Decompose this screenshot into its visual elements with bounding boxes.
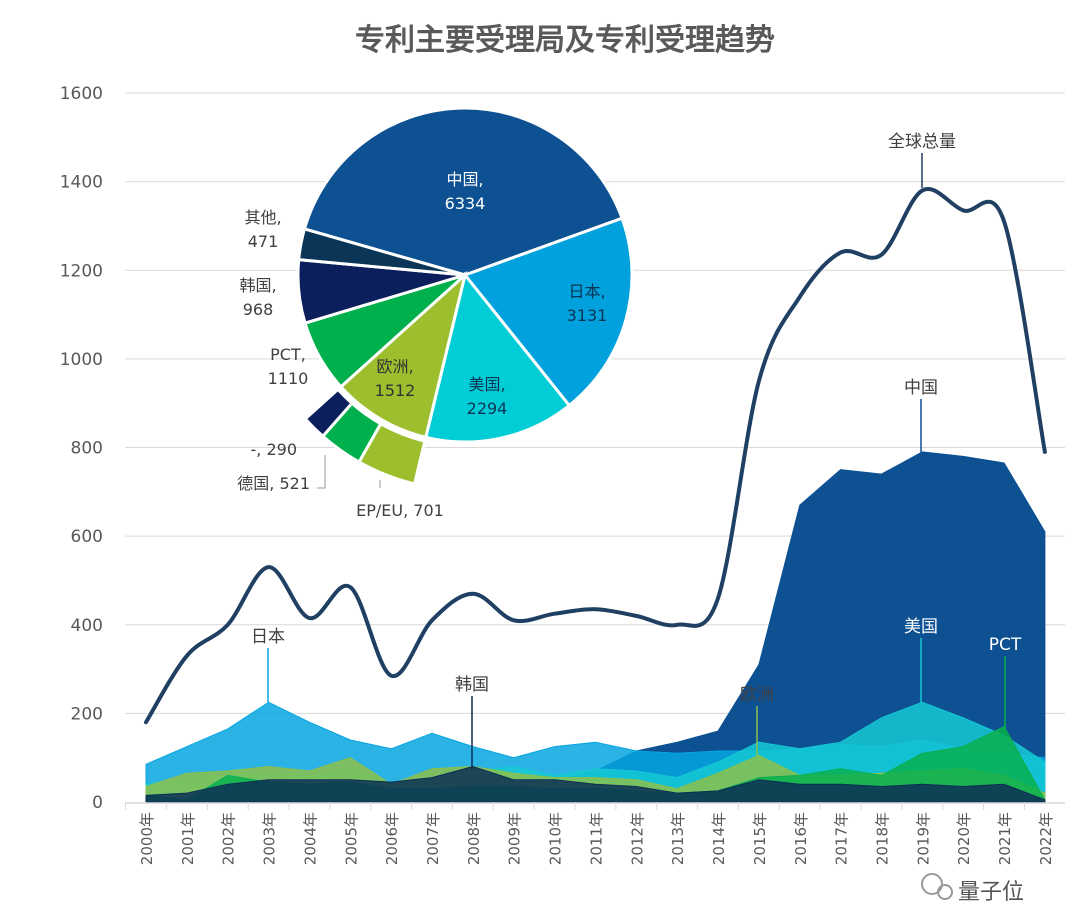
pie-sub-slice-- [303,387,355,439]
series-annotation: PCT [989,635,1022,655]
x-tick-label: 2015年 [751,812,769,865]
line-series-total [144,187,1047,725]
area-series-韩国 [145,765,1046,803]
x-tick-label: 2007年 [424,812,442,865]
watermark-icon [921,873,943,895]
pie-sub-label: -, 290 [251,440,297,459]
x-tick-label: 2002年 [220,812,238,865]
pie-leader [317,455,326,489]
chart-title: 专利主要受理局及专利受理趋势 [355,23,775,58]
x-tick-label: 2012年 [628,812,646,865]
watermark-icon [937,884,953,900]
pie-label: 中国, 6334 [445,170,486,213]
pie-sub-label: 德国, 521 [237,474,310,493]
x-tick-label: 2006年 [383,812,401,865]
x-tick-label: 2014年 [710,812,728,865]
x-tick-label: 2016年 [792,812,810,865]
x-tick-label: 2000年 [138,812,156,865]
pie-slice-中国 [302,106,624,277]
y-tick-label: 600 [71,527,103,547]
x-tick-label: 2019年 [914,812,932,865]
series-annotation: 中国 [904,378,938,398]
series-annotation: 欧洲 [740,685,774,705]
x-tick-label: 2020年 [955,812,973,865]
x-tick-label: 2013年 [669,812,687,865]
x-tick-label: 2017年 [833,812,851,865]
y-tick-label: 800 [71,439,103,459]
watermark: 量子位 [921,873,1024,903]
x-tick-label: 2008年 [465,812,483,865]
x-tick-label: 2011年 [587,812,605,865]
pie-label: 韩国, 968 [239,276,276,319]
x-tick-label: 2004年 [301,812,319,865]
pie-label: 欧洲, 1512 [375,357,416,400]
x-tick-label: 2021年 [996,812,1014,865]
y-tick-label: 400 [71,616,103,636]
y-tick-label: 1400 [60,173,103,193]
x-tick-label: 2010年 [547,812,565,865]
pie-slice-日本 [462,216,634,408]
pie-label: PCT, 1110 [268,345,309,388]
y-tick-label: 200 [71,704,103,724]
pie-slice-其他 [297,227,466,277]
x-tick-label: 2009年 [506,812,524,865]
pie-label: 美国, 2294 [467,375,508,418]
y-tick-label: 1200 [60,261,103,281]
x-tick-label: 2003年 [261,812,279,865]
y-tick-label: 1600 [60,84,103,104]
series-annotation: 韩国 [455,675,489,695]
x-tick-label: 2005年 [342,812,360,865]
x-tick-label: 2001年 [179,812,197,865]
series-annotation: 全球总量 [888,132,956,152]
pie-sub-label: EP/EU, 701 [356,501,444,520]
pie-slice-美国 [423,271,572,444]
y-tick-label: 0 [92,793,103,813]
series-annotation: 日本 [251,627,285,647]
watermark-text: 量子位 [958,880,1024,903]
x-tick-label: 2018年 [873,812,891,865]
pie-label: 日本, 3131 [567,282,608,325]
pie-slice-欧洲 [338,270,468,440]
series-annotation: 美国 [904,617,938,637]
pie-label: 其他, 471 [244,208,281,251]
y-tick-label: 1000 [60,350,103,370]
x-tick-label: 2022年 [1037,812,1055,865]
